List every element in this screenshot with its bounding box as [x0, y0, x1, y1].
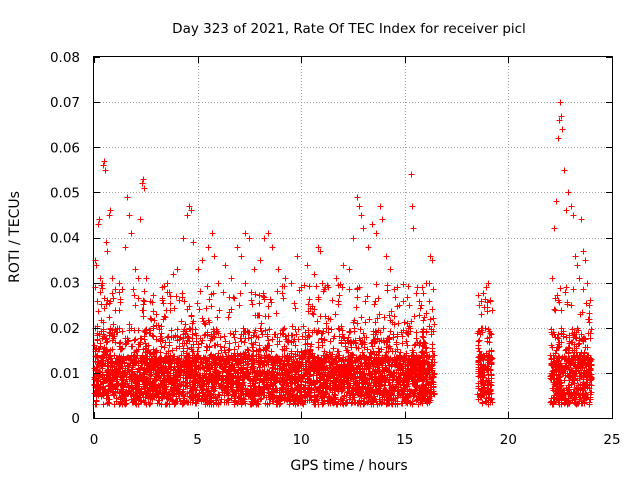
- chart-background: [0, 0, 640, 480]
